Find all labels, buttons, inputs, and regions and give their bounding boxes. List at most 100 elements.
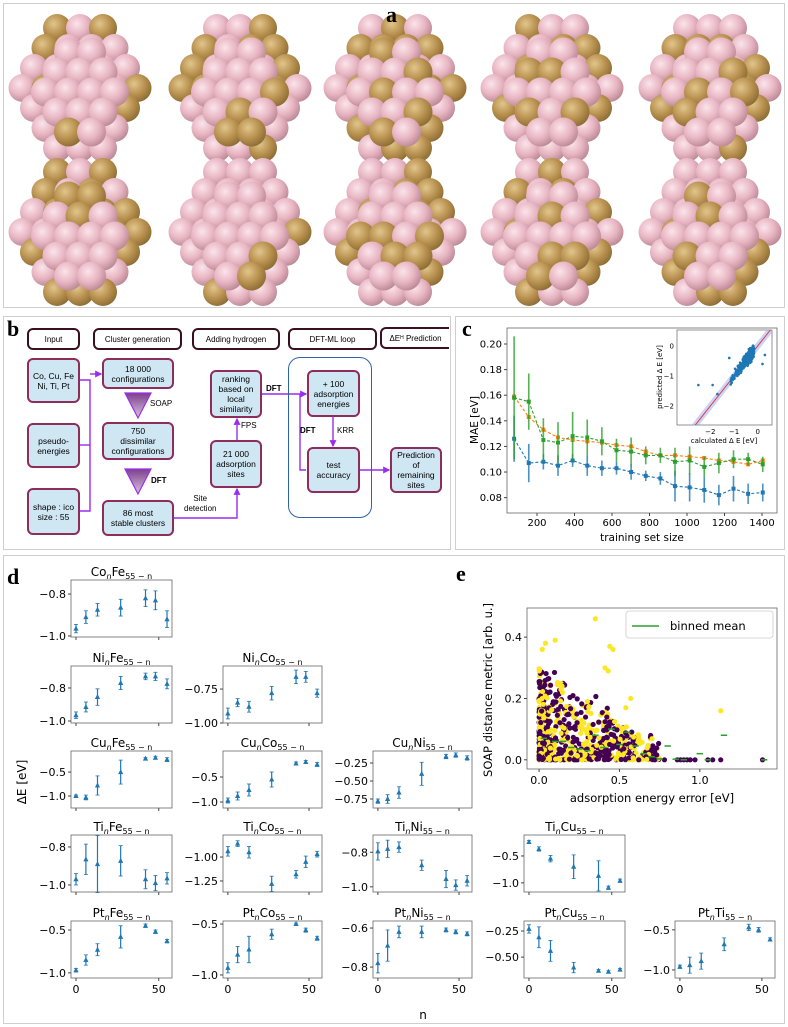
scatter-point [537, 678, 543, 685]
x-axis-label: adsorption energy error [eV] [570, 791, 734, 805]
scatter-point [603, 753, 610, 760]
tick-label: 400 [565, 518, 584, 529]
subscript-n: n [254, 827, 259, 836]
header-cluster-generation: Cluster generation [93, 328, 182, 350]
tick-label: −0.8 [39, 841, 66, 854]
triangle-marker [118, 769, 124, 775]
scatter-point [574, 720, 580, 726]
subplot-title: CunFe55 − n [91, 736, 153, 752]
tick-label: −1.0 [191, 796, 218, 809]
tick-label: 200 [527, 518, 546, 529]
scatter-point [604, 735, 610, 741]
tick-label: 0 [224, 983, 231, 996]
triangle-marker [617, 877, 623, 883]
triangle-marker [152, 673, 159, 679]
scatter-point [607, 643, 613, 649]
data-point [585, 435, 590, 440]
element-a: Pt [93, 906, 105, 920]
inset-y-label: predicted Δ E [eV] [656, 345, 664, 409]
panel-b-arrows [80, 370, 391, 519]
scatter-point [576, 741, 583, 747]
atom [369, 261, 398, 291]
inset-point [731, 374, 735, 377]
triangle-marker [246, 703, 252, 709]
scatter-point [587, 734, 593, 740]
inset-point [732, 376, 735, 379]
scatter-point [567, 725, 573, 731]
element-a: Ti [544, 820, 555, 834]
triangle-marker [142, 673, 149, 679]
triangle-marker [687, 962, 693, 968]
element-b: Co [262, 736, 278, 750]
subplot-pt-cu: PtnCu55 − n −0.25 −0.50 0 50 [485, 906, 626, 996]
panel-label-c: c [462, 316, 472, 341]
triangle-marker [94, 782, 101, 788]
tick-label: −1.0 [39, 967, 66, 980]
triangle-marker [453, 882, 459, 888]
triangle-marker [314, 761, 320, 767]
box-elements: Co, Cu, Fe Ni, Ti, Pt [27, 358, 80, 403]
data-point [731, 486, 736, 491]
x-axis-label: training set size [600, 532, 684, 544]
element-b: Fe [112, 736, 126, 750]
tick-label: −0.8 [341, 846, 368, 859]
subplot-title: PtnFe55 − n [93, 906, 151, 922]
scatter-point [557, 698, 564, 704]
scatter-point [552, 735, 559, 741]
tick-label: 800 [640, 518, 659, 529]
scatter-point [561, 716, 567, 723]
triangle-marker [94, 694, 101, 700]
atom [77, 261, 106, 291]
scatter-point [661, 757, 668, 763]
panel-c-frame [455, 316, 785, 550]
scatter-point [540, 740, 546, 746]
scatter-point [551, 669, 558, 676]
inset-point [741, 357, 745, 361]
triangle-marker [152, 880, 159, 886]
triangle-marker [396, 844, 402, 850]
inset-point [716, 392, 719, 396]
scatter-point [570, 734, 576, 740]
scatter-point [537, 735, 543, 742]
atom [237, 261, 266, 291]
triangle-marker [453, 928, 459, 934]
series-line [513, 396, 763, 465]
tick-label: 0.20 [480, 340, 502, 351]
data-point [702, 464, 707, 469]
tick-label: 0 [676, 983, 683, 996]
scatter-point [578, 709, 584, 716]
scatter-point [554, 682, 560, 688]
tick-label: 50 [152, 983, 166, 996]
scatter-point [611, 718, 618, 725]
triangle-marker [605, 968, 612, 974]
box-shape-size: shape : ico size : 55 [27, 488, 80, 535]
element-a: Ti [92, 820, 103, 834]
triangle-marker [767, 936, 773, 942]
scatter-point [553, 693, 560, 699]
element-b: Fe [109, 820, 123, 834]
scatter-point [630, 755, 636, 761]
scatter-point [537, 684, 543, 691]
scatter-point [577, 723, 584, 729]
label-dft-top: DFT [266, 384, 282, 393]
legend: binned mean [625, 610, 774, 639]
scatter-point [545, 729, 551, 735]
tick-label: −0.5 [39, 924, 66, 937]
scatter-point [604, 714, 610, 720]
triangle-marker [83, 957, 89, 962]
triangle-marker [142, 755, 149, 761]
scatter-point [582, 751, 588, 758]
scatter-point [610, 745, 616, 751]
data-point [570, 434, 575, 439]
scatter-point [718, 708, 724, 714]
scatter-point [606, 741, 613, 748]
scatter-point [605, 668, 611, 674]
subscript-55-minus-n: 55 − n [426, 743, 453, 752]
legend-label: binned mean [670, 619, 746, 633]
atom [526, 261, 555, 291]
triangle-marker [375, 960, 381, 966]
inset-point [735, 374, 739, 377]
data-point [746, 457, 751, 462]
scatter-point [566, 756, 573, 762]
data-point [716, 461, 721, 466]
